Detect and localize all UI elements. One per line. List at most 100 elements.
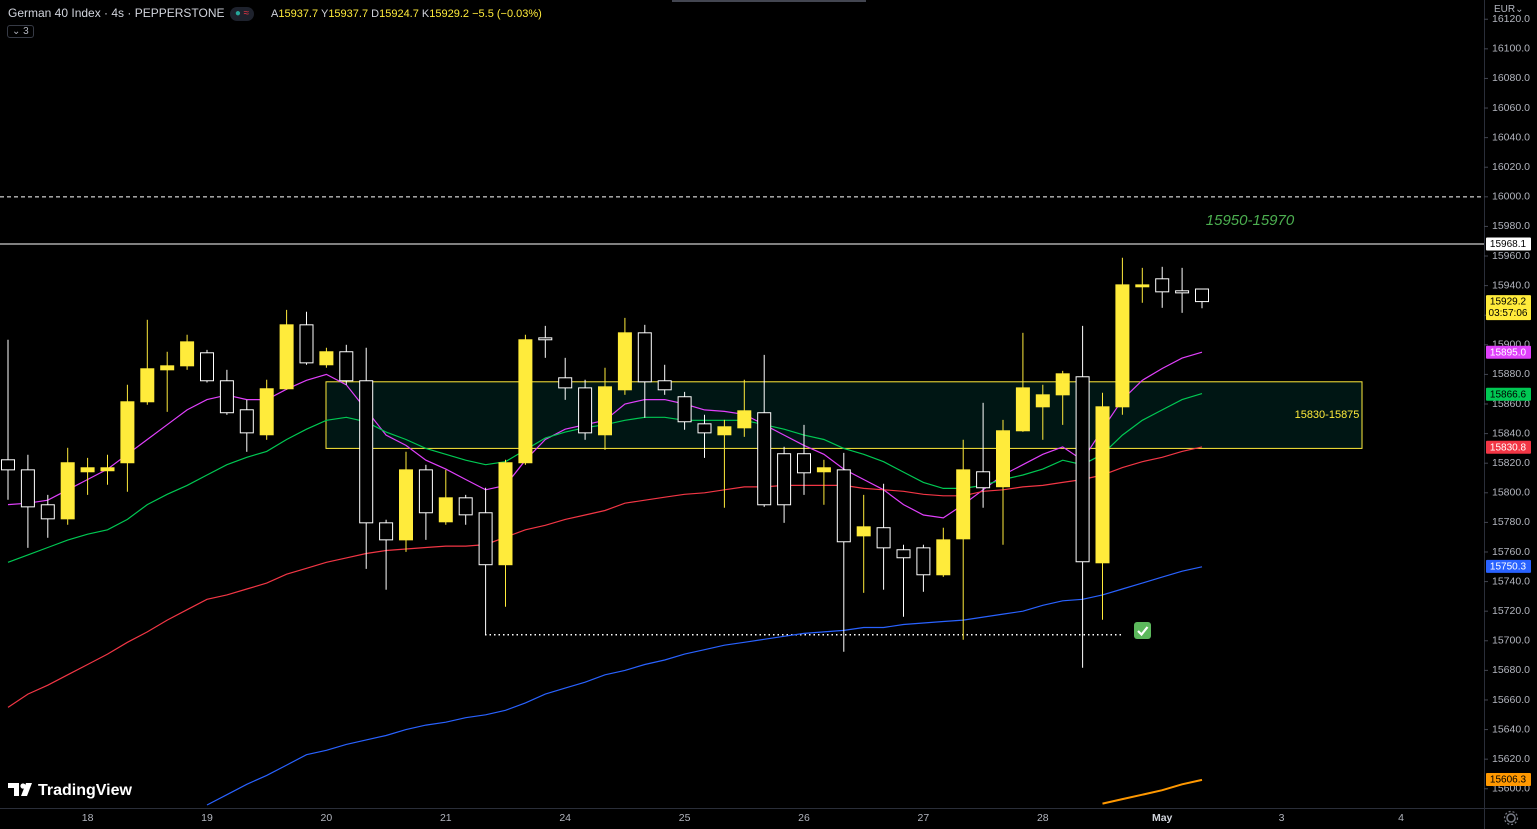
y-tick-label: 15720.0 xyxy=(1492,605,1530,617)
moving-average xyxy=(1102,778,1203,805)
ohlc-legend: A15937.7 Y15937.7 D15924.7 K15929.2 −5.5… xyxy=(271,8,542,20)
candle-body xyxy=(558,377,573,389)
symbol-title[interactable]: German 40 Index · 4s · PEPPERSTONE xyxy=(8,6,225,20)
y-tick-label: 15780.0 xyxy=(1492,516,1530,528)
candle-body xyxy=(299,324,314,364)
candle-body xyxy=(936,539,951,576)
candle-body xyxy=(797,453,811,474)
logo-icon xyxy=(8,783,32,796)
candle-body xyxy=(339,351,354,382)
candle-body xyxy=(677,396,692,423)
candle-body xyxy=(697,423,712,434)
y-tick-label: 15860.0 xyxy=(1492,398,1530,410)
x-tick-label: 3 xyxy=(1279,812,1285,824)
y-tick-label: 15820.0 xyxy=(1492,457,1530,469)
candle-body xyxy=(40,504,55,520)
y-tick-label: 15620.0 xyxy=(1492,753,1530,765)
candle-body xyxy=(1015,387,1030,432)
x-tick-label: 19 xyxy=(201,812,213,824)
check-icon xyxy=(1134,622,1151,639)
candle-body xyxy=(956,469,971,540)
y-tick-label: 15840.0 xyxy=(1492,427,1530,439)
candle-body xyxy=(319,351,334,366)
candle-body xyxy=(219,380,234,414)
price-marker xyxy=(1486,237,1531,251)
candle-body xyxy=(20,469,35,508)
candle-body xyxy=(458,497,473,516)
zone-label: 15830-15875 xyxy=(1295,409,1360,421)
candle-body xyxy=(379,522,394,541)
price-axis: 15600.015620.015640.015660.015680.015700… xyxy=(1484,13,1531,795)
y-tick-label: 15640.0 xyxy=(1492,723,1530,735)
candle-body xyxy=(478,512,493,566)
y-tick-label: 16080.0 xyxy=(1492,72,1530,84)
y-tick-label: 16000.0 xyxy=(1492,191,1530,203)
moving-average xyxy=(206,566,1203,806)
price-marker-label: 15929.2 xyxy=(1490,297,1527,308)
candle-body xyxy=(916,547,931,576)
candle-body xyxy=(418,469,433,514)
candle-body xyxy=(598,386,612,436)
x-tick-label: May xyxy=(1152,812,1173,824)
y-tick-label: 15700.0 xyxy=(1492,635,1530,647)
candle-body xyxy=(737,410,752,429)
price-marker xyxy=(1486,295,1531,321)
x-tick-label: 4 xyxy=(1398,812,1404,824)
candle-body xyxy=(538,337,553,341)
candle-body xyxy=(200,352,214,382)
annotation: 15950-15970 xyxy=(1206,212,1295,229)
candle-body xyxy=(1055,373,1070,396)
candle-body xyxy=(856,526,871,537)
candle-body xyxy=(80,467,95,473)
candle-body xyxy=(279,324,294,390)
plot-area: 15830-15875 15950-15970 xyxy=(0,196,1484,806)
currency[interactable]: EUR⌄ xyxy=(1494,4,1524,15)
settings-icon[interactable] xyxy=(1503,810,1519,826)
y-tick-label: 15680.0 xyxy=(1492,664,1530,676)
y-tick-label: 15980.0 xyxy=(1492,220,1530,232)
candle-body xyxy=(1195,288,1209,303)
x-tick-label: 20 xyxy=(321,812,333,824)
candle-body xyxy=(1155,278,1170,293)
candle-body xyxy=(617,332,632,391)
candle-body xyxy=(518,339,533,464)
y-tick-label: 15740.0 xyxy=(1492,575,1530,587)
y-tick-label: 15880.0 xyxy=(1492,368,1530,380)
candle-body xyxy=(637,332,652,383)
ohlc-value: 15937.7 xyxy=(328,8,369,20)
ohlc-value: 15929.2 xyxy=(429,8,470,20)
scroll-bar xyxy=(672,0,866,2)
candle-body xyxy=(140,368,155,403)
status-icons: ● ≈ xyxy=(230,5,254,21)
candle-body xyxy=(498,462,513,566)
ohlc-key: A xyxy=(271,8,279,20)
y-tick-label: 15800.0 xyxy=(1492,487,1530,499)
y-tick-label: 16060.0 xyxy=(1492,102,1530,114)
y-tick-label: 16020.0 xyxy=(1492,161,1530,173)
ohlc-value: 15937.7 xyxy=(278,8,319,20)
price-marker-label: 15606.3 xyxy=(1490,775,1527,786)
x-tick-label: 28 xyxy=(1037,812,1049,824)
currency-label: EUR xyxy=(1494,4,1516,15)
candle-body xyxy=(657,380,672,391)
candle-body xyxy=(1115,284,1130,408)
candle-body xyxy=(976,471,991,489)
countdown: 03:57:06 xyxy=(1489,308,1528,319)
zone-box xyxy=(325,381,1363,449)
ohlc-key: K xyxy=(421,8,430,20)
indicator-count: 3 xyxy=(23,26,29,37)
price-marker xyxy=(1486,559,1531,573)
price-marker xyxy=(1486,387,1531,401)
candle-body xyxy=(1095,406,1110,564)
logo-text: TradingView xyxy=(38,782,133,799)
candle-body xyxy=(359,380,374,524)
indicator-toggle[interactable]: ⌄ 3 xyxy=(7,25,34,38)
x-tick-label: 25 xyxy=(679,812,691,824)
price-marker-label: 15866.6 xyxy=(1490,389,1527,400)
y-tick-label: 16100.0 xyxy=(1492,43,1530,55)
candle-body xyxy=(578,387,593,434)
ohlc-change: −5.5 (−0.03%) xyxy=(472,8,542,20)
candle-body xyxy=(896,549,911,559)
candle-body xyxy=(239,409,254,434)
candle-body xyxy=(816,467,831,473)
